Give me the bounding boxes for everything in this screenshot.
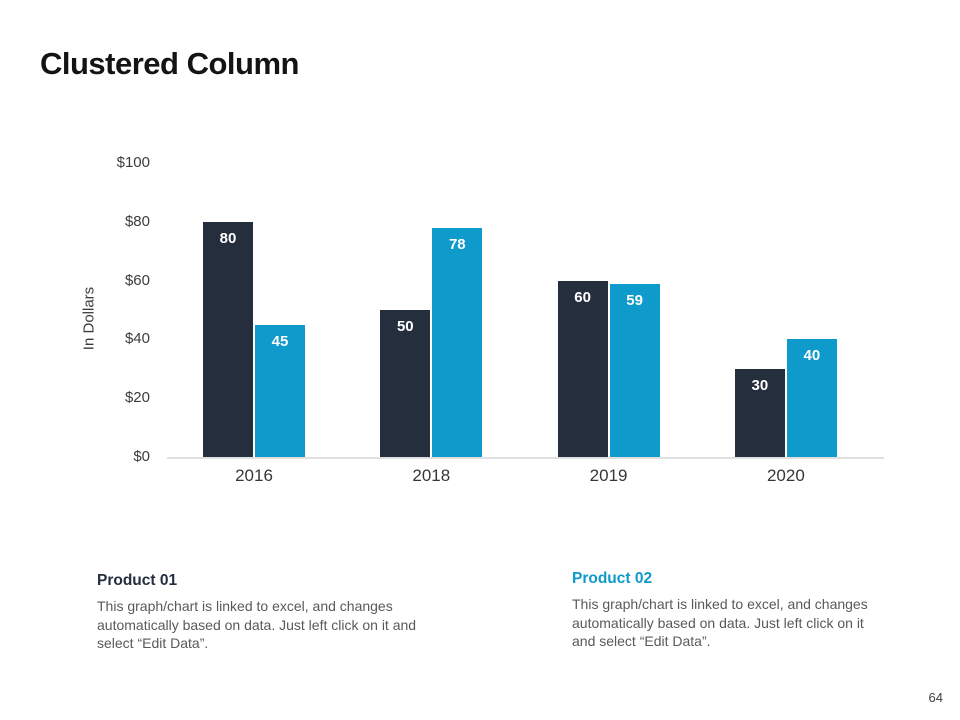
bar-product-01: 80 bbox=[203, 221, 253, 457]
bar-product-02: 40 bbox=[786, 339, 837, 457]
x-tick-label: 2018 bbox=[412, 466, 451, 485]
bar-value-label: 45 bbox=[271, 332, 289, 350]
y-tick-label: $40 bbox=[124, 330, 150, 348]
bar-product-02: 45 bbox=[255, 324, 305, 457]
x-axis-line bbox=[167, 457, 884, 459]
note-product-01: Product 01 This graph/chart is linked to… bbox=[97, 572, 439, 653]
page-title: Clustered Column bbox=[40, 46, 299, 81]
bar-value-label: 50 bbox=[396, 318, 414, 335]
x-tick-label: 2016 bbox=[235, 466, 273, 485]
bar-value-label: 40 bbox=[803, 347, 821, 365]
clustered-column-chart: In Dollars $100 $80 $60 $40 $20 $0 80 45 2016 50 7… bbox=[0, 140, 960, 500]
note-product-01-title: Product 01 bbox=[97, 572, 178, 589]
y-tick-label: $20 bbox=[124, 389, 150, 407]
y-tick-label: $0 bbox=[133, 448, 150, 465]
x-tick-label: 2019 bbox=[589, 466, 628, 485]
x-tick-label: 2020 bbox=[766, 466, 805, 485]
y-tick-label: $60 bbox=[124, 271, 150, 289]
bar-value-label: 59 bbox=[626, 291, 643, 309]
bar-product-02: 59 bbox=[609, 283, 660, 457]
note-product-01-body: This graph/chart is linked to excel, and… bbox=[97, 598, 417, 652]
note-product-02: Product 02 This graph/chart is linked to… bbox=[572, 570, 888, 651]
page-number: 64 bbox=[928, 690, 943, 705]
bar-product-02: 78 bbox=[432, 227, 483, 457]
bar-value-label: 80 bbox=[219, 229, 237, 247]
bar-value-label: 78 bbox=[448, 235, 466, 253]
bar-value-label: 60 bbox=[574, 288, 591, 306]
y-axis-title: In Dollars bbox=[80, 286, 98, 351]
bar-product-01: 50 bbox=[380, 310, 431, 457]
y-tick-label: $80 bbox=[124, 212, 150, 230]
bar-product-01: 60 bbox=[557, 280, 608, 457]
y-tick-label: $100 bbox=[116, 154, 150, 171]
note-product-02-title: Product 02 bbox=[572, 570, 653, 587]
note-product-02-body: This graph/chart is linked to excel, and… bbox=[572, 596, 868, 650]
bar-value-label: 30 bbox=[751, 376, 769, 394]
bar-product-01: 30 bbox=[734, 368, 785, 457]
